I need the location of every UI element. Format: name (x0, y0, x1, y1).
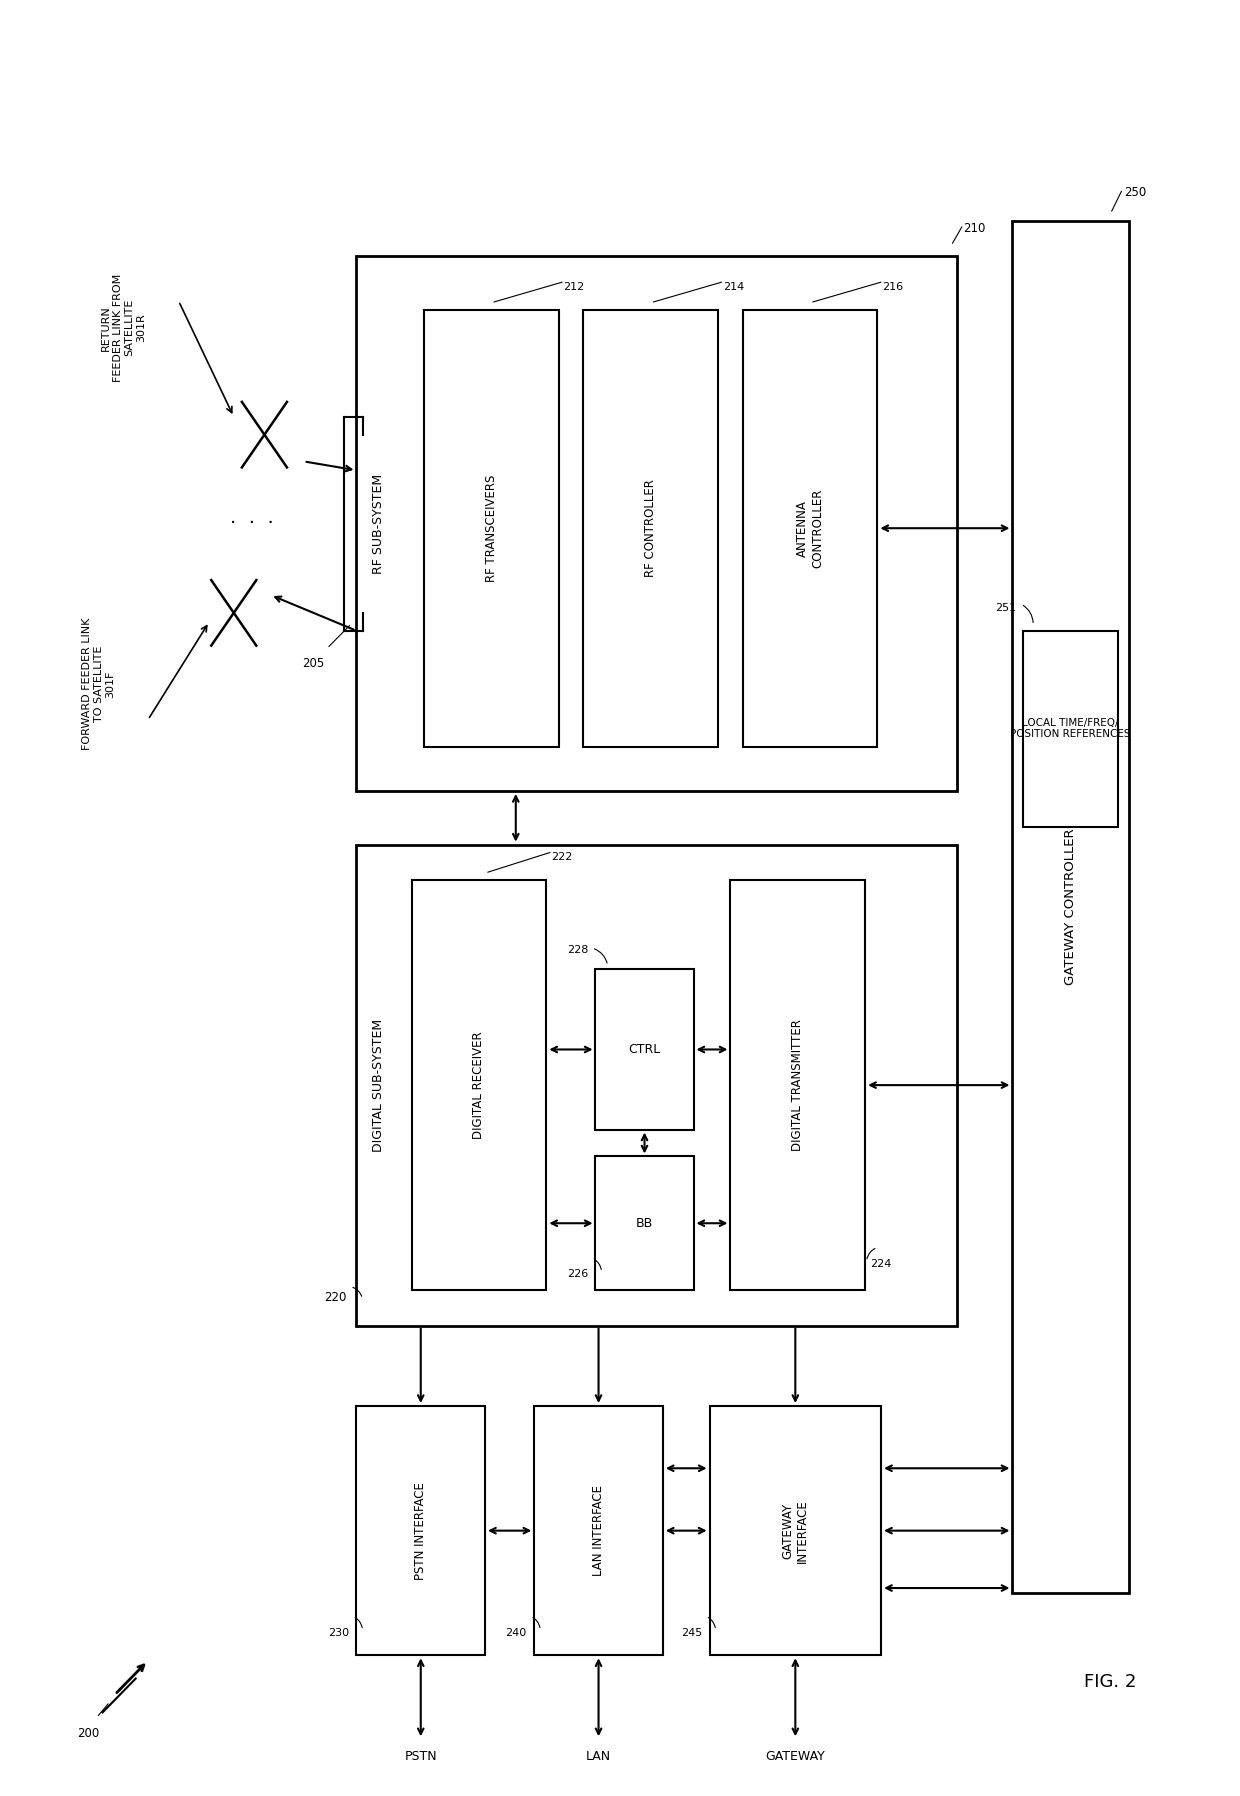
Text: GATEWAY: GATEWAY (765, 1751, 825, 1764)
Bar (1012, 221, 1128, 1593)
Text: 230: 230 (327, 1627, 348, 1638)
Text: PSTN: PSTN (404, 1751, 436, 1764)
Text: LAN: LAN (587, 1751, 611, 1764)
Text: RF CONTROLLER: RF CONTROLLER (644, 480, 657, 577)
Bar (595, 970, 693, 1130)
Text: LAN INTERFACE: LAN INTERFACE (591, 1485, 605, 1577)
Bar (730, 880, 866, 1290)
Text: GATEWAY
INTERFACE: GATEWAY INTERFACE (781, 1500, 810, 1563)
Text: 245: 245 (681, 1627, 702, 1638)
Text: 205: 205 (303, 657, 325, 670)
Text: BB: BB (636, 1216, 653, 1230)
Text: 251: 251 (994, 603, 1016, 612)
Text: 226: 226 (567, 1270, 588, 1279)
Text: DIGITAL TRANSMITTER: DIGITAL TRANSMITTER (791, 1018, 805, 1151)
Bar (356, 257, 957, 790)
Text: RETURN
FEEDER LINK FROM
SATELLITE
301R: RETURN FEEDER LINK FROM SATELLITE 301R (100, 273, 146, 383)
Text: ANTENNA
CONTROLLER: ANTENNA CONTROLLER (796, 489, 825, 568)
Text: 222: 222 (552, 853, 573, 862)
Bar (356, 844, 957, 1325)
Text: 228: 228 (567, 945, 588, 955)
Bar (356, 1406, 485, 1656)
Text: RF SUB-SYSTEM: RF SUB-SYSTEM (372, 474, 384, 573)
Text: FORWARD FEEDER LINK
TO SATELLITE
301F: FORWARD FEEDER LINK TO SATELLITE 301F (82, 618, 115, 751)
Bar (709, 1406, 882, 1656)
Bar (412, 880, 547, 1290)
Bar (595, 1157, 693, 1290)
Text: 200: 200 (77, 1726, 99, 1740)
Text: 214: 214 (723, 282, 744, 293)
Bar (583, 311, 718, 747)
Text: LOCAL TIME/FREQ/
POSITION REFERENCES: LOCAL TIME/FREQ/ POSITION REFERENCES (1011, 718, 1131, 740)
Text: 224: 224 (870, 1259, 892, 1268)
Bar (1023, 630, 1117, 826)
Text: ·  ·  ·: · · · (231, 514, 274, 533)
Text: PSTN INTERFACE: PSTN INTERFACE (414, 1482, 428, 1580)
Text: 210: 210 (963, 223, 986, 235)
Text: 250: 250 (1123, 187, 1146, 199)
Text: 220: 220 (324, 1291, 346, 1304)
Text: CTRL: CTRL (629, 1043, 661, 1056)
Text: 240: 240 (506, 1627, 527, 1638)
Text: RF TRANSCEIVERS: RF TRANSCEIVERS (485, 474, 497, 582)
Bar (424, 311, 559, 747)
Text: GATEWAY CONTROLLER: GATEWAY CONTROLLER (1064, 828, 1078, 986)
Text: 216: 216 (883, 282, 904, 293)
Text: 212: 212 (564, 282, 585, 293)
Bar (534, 1406, 663, 1656)
Text: DIGITAL RECEIVER: DIGITAL RECEIVER (472, 1031, 486, 1139)
Bar (743, 311, 878, 747)
Text: FIG. 2: FIG. 2 (1084, 1674, 1137, 1692)
Text: DIGITAL SUB-SYSTEM: DIGITAL SUB-SYSTEM (372, 1018, 384, 1151)
